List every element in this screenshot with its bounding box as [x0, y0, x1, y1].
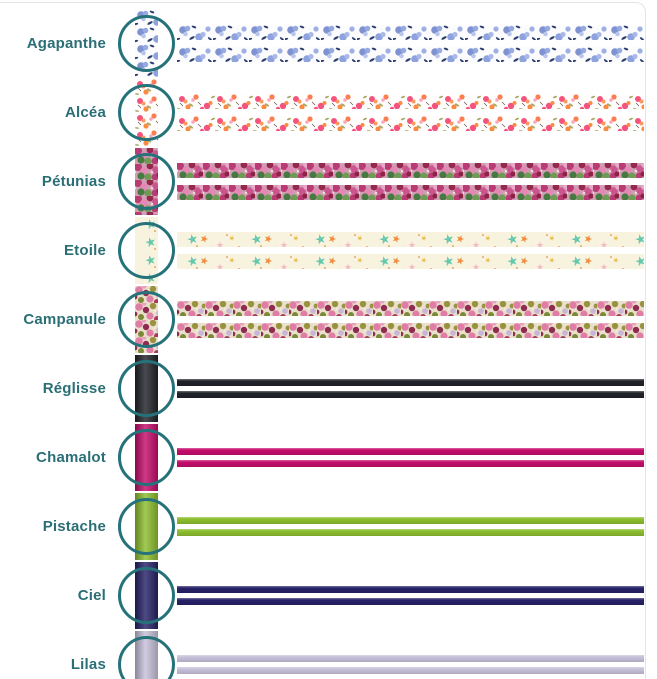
fabric-option-row[interactable]: Etoile	[0, 216, 657, 285]
fabric-strip-top	[177, 163, 644, 178]
fabric-name-label: Alcéa	[64, 104, 106, 121]
fabric-name-label: Chamalot	[36, 449, 106, 466]
swatch-ring-icon	[118, 429, 175, 486]
fabric-strip-top	[177, 448, 644, 455]
fabric-strip-top	[177, 94, 644, 109]
fabric-strip-top	[177, 379, 644, 386]
fabric-strip-top	[177, 232, 644, 247]
fabric-option-row[interactable]: Pétunias	[0, 147, 657, 216]
fabric-name-label: Etoile	[63, 242, 106, 259]
fabric-preview-strips	[177, 94, 644, 131]
fabric-strip-bottom	[177, 323, 644, 338]
fabric-strip-top	[177, 301, 644, 316]
fabric-name-label: Lilas	[70, 656, 106, 673]
fabric-preview-strips	[177, 301, 644, 338]
fabric-option-row[interactable]: Pistache	[0, 492, 657, 561]
swatch-ring-icon	[118, 498, 175, 555]
fabric-name-label: Pétunias	[41, 173, 106, 190]
fabric-option-row[interactable]: Agapanthe	[0, 9, 657, 78]
fabric-swatch-circle[interactable]	[118, 355, 175, 422]
fabric-strip-bottom	[177, 391, 644, 398]
swatch-ring-icon	[118, 636, 175, 679]
fabric-option-row[interactable]: Ciel	[0, 561, 657, 630]
fabric-strip-bottom	[177, 47, 644, 62]
fabric-swatch-circle[interactable]	[118, 286, 175, 353]
fabric-strip-bottom	[177, 529, 644, 536]
fabric-strip-bottom	[177, 460, 644, 467]
swatch-ring-icon	[118, 291, 175, 348]
fabric-name-label: Réglisse	[42, 380, 106, 397]
swatch-ring-icon	[118, 153, 175, 210]
fabric-strip-bottom	[177, 116, 644, 131]
fabric-strip-bottom	[177, 598, 644, 605]
fabric-swatch-circle[interactable]	[118, 562, 175, 629]
fabric-swatch-circle[interactable]	[118, 631, 175, 679]
fabric-swatch-circle[interactable]	[118, 424, 175, 491]
fabric-preview-strips	[177, 517, 644, 536]
fabric-strip-bottom	[177, 254, 644, 269]
swatch-ring-icon	[118, 360, 175, 417]
fabric-swatch-circle[interactable]	[118, 10, 175, 77]
fabric-preview-strips	[177, 586, 644, 605]
fabric-option-row[interactable]: Réglisse	[0, 354, 657, 423]
fabric-preview-strips	[177, 163, 644, 200]
swatch-ring-icon	[118, 84, 175, 141]
fabric-strip-bottom	[177, 667, 644, 674]
fabric-swatch-circle[interactable]	[118, 148, 175, 215]
fabric-preview-strips	[177, 448, 644, 467]
fabric-strip-top	[177, 517, 644, 524]
fabric-strip-top	[177, 25, 644, 40]
fabric-name-label: Ciel	[77, 587, 106, 604]
swatch-ring-icon	[118, 222, 175, 279]
fabric-preview-strips	[177, 25, 644, 62]
fabric-swatch-circle[interactable]	[118, 79, 175, 146]
fabric-preview-strips	[177, 232, 644, 269]
fabric-strip-top	[177, 586, 644, 593]
fabric-option-row[interactable]: Alcéa	[0, 78, 657, 147]
fabric-name-label: Agapanthe	[26, 35, 106, 52]
fabric-option-row[interactable]: Campanule	[0, 285, 657, 354]
fabric-option-row[interactable]: Lilas	[0, 630, 657, 679]
fabric-preview-strips	[177, 379, 644, 398]
fabric-swatch-circle[interactable]	[118, 493, 175, 560]
fabric-strip-bottom	[177, 185, 644, 200]
fabric-name-label: Pistache	[42, 518, 106, 535]
fabric-option-row[interactable]: Chamalot	[0, 423, 657, 492]
fabric-strip-top	[177, 655, 644, 662]
fabric-swatch-circle[interactable]	[118, 217, 175, 284]
fabric-preview-strips	[177, 655, 644, 674]
fabric-name-label: Campanule	[23, 311, 106, 328]
swatch-ring-icon	[118, 15, 175, 72]
swatch-ring-icon	[118, 567, 175, 624]
